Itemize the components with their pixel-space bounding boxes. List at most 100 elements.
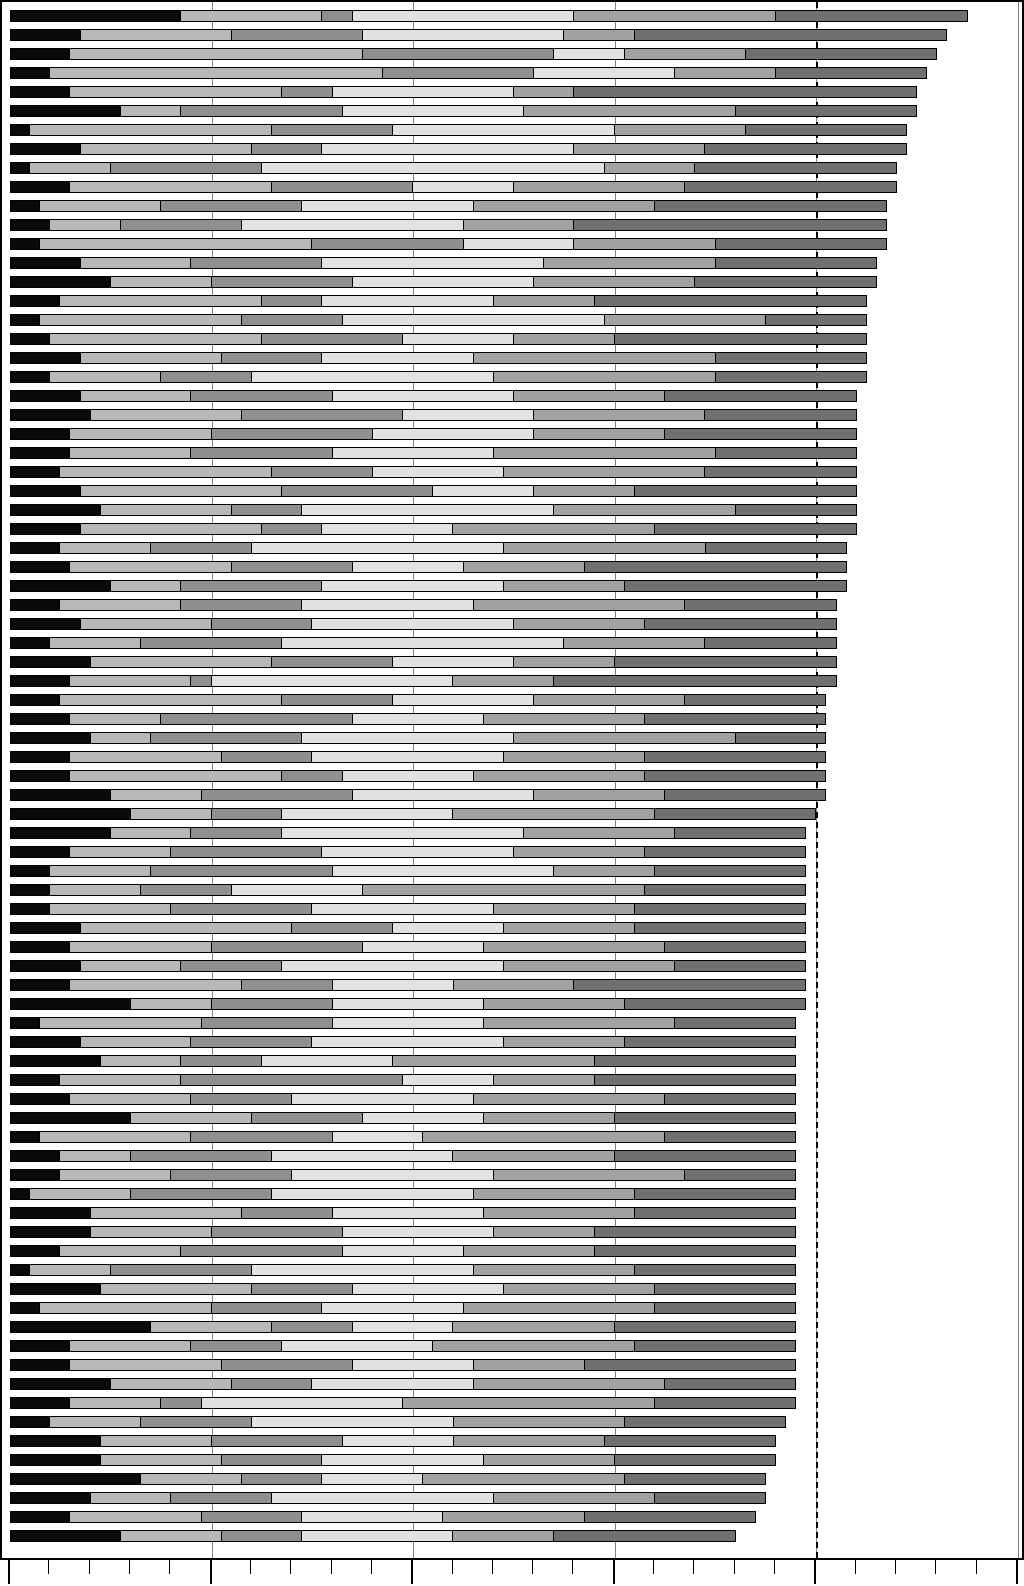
bar-segment bbox=[131, 808, 212, 820]
bar-segment bbox=[252, 371, 494, 383]
bar-segment bbox=[524, 827, 675, 839]
bar-segment bbox=[161, 1397, 201, 1409]
bar-segment bbox=[625, 998, 806, 1010]
bar-segment bbox=[161, 200, 302, 212]
bar-row bbox=[10, 713, 826, 725]
bar-segment bbox=[151, 1321, 272, 1333]
bar-segment bbox=[615, 656, 837, 668]
bar-segment bbox=[70, 713, 161, 725]
bar-segment bbox=[665, 390, 857, 402]
bar-row bbox=[10, 618, 837, 630]
bar-segment bbox=[716, 352, 867, 364]
bar-row bbox=[10, 200, 887, 212]
bar-segment bbox=[494, 295, 595, 307]
bar-segment bbox=[111, 827, 192, 839]
bar-row bbox=[10, 827, 806, 839]
bar-row bbox=[10, 523, 857, 535]
bar-segment bbox=[191, 1036, 312, 1048]
bar-segment bbox=[645, 751, 826, 763]
bar-segment bbox=[474, 1093, 666, 1105]
bar-segment bbox=[474, 1359, 585, 1371]
bar-segment bbox=[504, 922, 635, 934]
bar-segment bbox=[615, 1321, 796, 1333]
bar-segment bbox=[252, 1416, 454, 1428]
bar-segment bbox=[322, 1473, 423, 1485]
bar-segment bbox=[181, 580, 322, 592]
bar-row bbox=[10, 1131, 796, 1143]
bar-segment bbox=[282, 1340, 433, 1352]
bar-segment bbox=[242, 1473, 323, 1485]
bar-segment bbox=[403, 333, 514, 345]
bar-segment bbox=[10, 1188, 30, 1200]
bar-segment bbox=[60, 295, 262, 307]
bar-row bbox=[10, 789, 826, 801]
bar-segment bbox=[30, 124, 272, 136]
bar-row bbox=[10, 504, 857, 516]
bar-row bbox=[10, 10, 968, 22]
bar-row bbox=[10, 770, 826, 782]
bar-segment bbox=[605, 162, 696, 174]
x-tick bbox=[895, 1560, 896, 1574]
bar-segment bbox=[70, 770, 282, 782]
bar-segment bbox=[393, 656, 514, 668]
bar-segment bbox=[191, 675, 211, 687]
bar-segment bbox=[151, 865, 332, 877]
bar-segment bbox=[10, 1150, 60, 1162]
bar-segment bbox=[333, 1131, 424, 1143]
bar-segment bbox=[716, 238, 887, 250]
bar-segment bbox=[433, 485, 534, 497]
x-axis bbox=[0, 1560, 1024, 1586]
bar-segment bbox=[655, 1283, 796, 1295]
bar-segment bbox=[665, 789, 826, 801]
bar-segment bbox=[50, 219, 121, 231]
bar-segment bbox=[484, 713, 645, 725]
bar-segment bbox=[373, 466, 504, 478]
bar-row bbox=[10, 599, 837, 611]
bar-segment bbox=[524, 105, 736, 117]
bar-segment bbox=[403, 1074, 494, 1086]
bar-row bbox=[10, 352, 867, 364]
bar-segment bbox=[685, 694, 826, 706]
bar-segment bbox=[10, 960, 81, 972]
bar-row bbox=[10, 561, 847, 573]
bar-segment bbox=[716, 257, 877, 269]
bar-segment bbox=[282, 827, 524, 839]
bar-segment bbox=[60, 694, 282, 706]
bar-row bbox=[10, 1017, 796, 1029]
bar-segment bbox=[252, 1283, 353, 1295]
bar-segment bbox=[353, 789, 534, 801]
bar-segment bbox=[363, 884, 645, 896]
bar-segment bbox=[705, 637, 836, 649]
bar-segment bbox=[595, 1226, 797, 1238]
bar-row bbox=[10, 1283, 796, 1295]
bar-row bbox=[10, 884, 806, 896]
bar-segment bbox=[10, 865, 50, 877]
bar-segment bbox=[91, 1492, 172, 1504]
bar-segment bbox=[10, 238, 40, 250]
x-tick bbox=[935, 1560, 936, 1574]
bar-segment bbox=[131, 998, 212, 1010]
bar-segment bbox=[635, 903, 806, 915]
bar-segment bbox=[312, 1036, 504, 1048]
bar-segment bbox=[453, 1530, 554, 1542]
bar-segment bbox=[111, 1264, 252, 1276]
bar-segment bbox=[464, 238, 575, 250]
bar-segment bbox=[615, 1150, 796, 1162]
bar-segment bbox=[282, 694, 393, 706]
bar-segment bbox=[423, 1131, 665, 1143]
bar-segment bbox=[10, 618, 81, 630]
bar-segment bbox=[484, 1112, 615, 1124]
bar-segment bbox=[10, 1530, 121, 1542]
bar-segment bbox=[212, 428, 373, 440]
bar-segment bbox=[322, 10, 352, 22]
bar-row bbox=[10, 1416, 786, 1428]
bar-segment bbox=[10, 941, 70, 953]
bar-segment bbox=[252, 143, 323, 155]
bar-segment bbox=[514, 846, 645, 858]
bar-segment bbox=[312, 903, 493, 915]
bar-segment bbox=[272, 1321, 353, 1333]
bar-segment bbox=[403, 1397, 655, 1409]
bar-segment bbox=[181, 1055, 262, 1067]
bar-row bbox=[10, 124, 907, 136]
y-axis-ticks bbox=[0, 2, 2, 1562]
